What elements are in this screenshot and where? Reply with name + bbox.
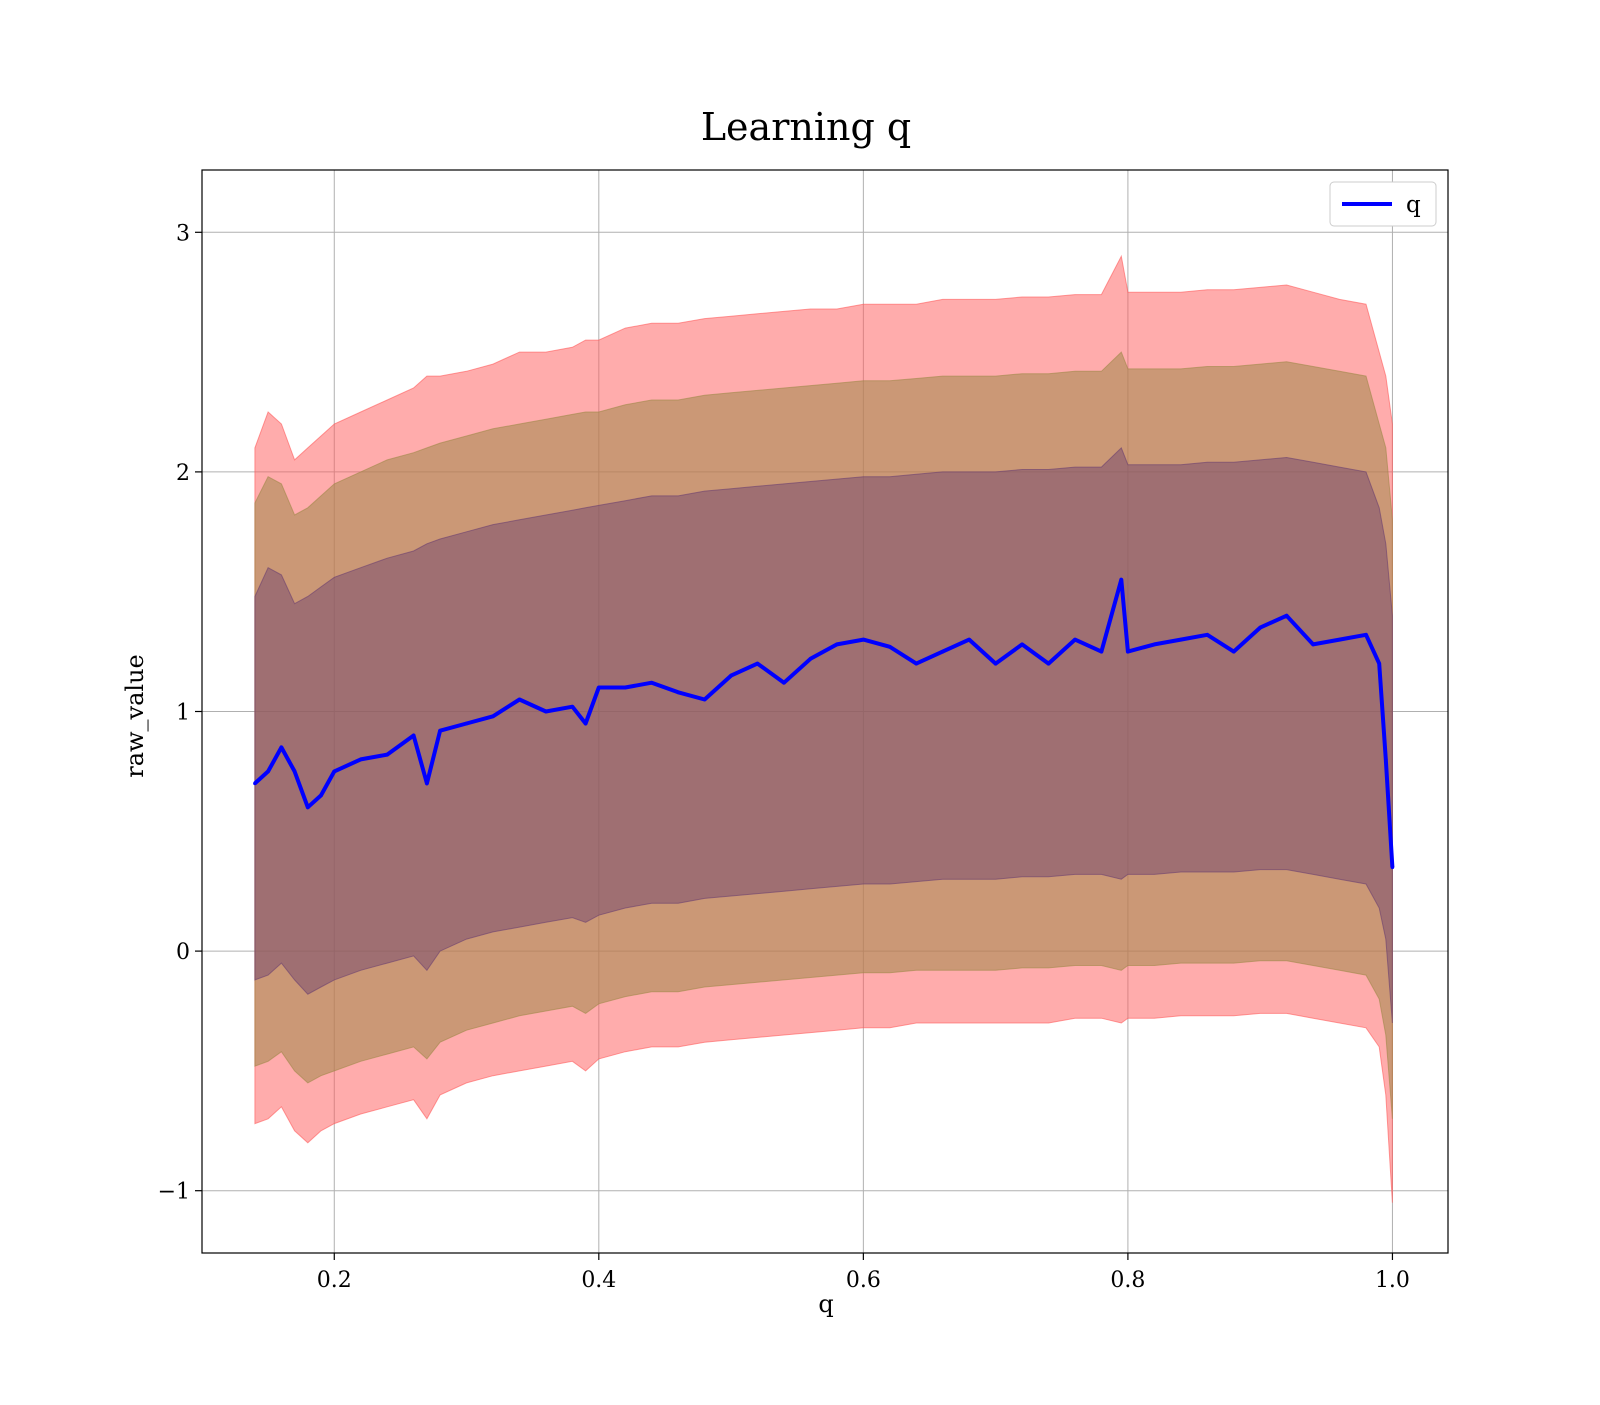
y-axis: −1 0 1 2 3 — [158, 221, 202, 1205]
series-point — [517, 697, 522, 702]
series-point — [623, 685, 628, 690]
chart-title: Learning q — [701, 105, 911, 149]
series-point — [358, 757, 363, 762]
y-axis-label: raw_value — [121, 654, 149, 778]
series-point — [1284, 613, 1289, 618]
series-point — [676, 690, 680, 695]
series-point — [940, 649, 945, 654]
plot-area — [201, 169, 1449, 1254]
series-point — [385, 752, 389, 757]
series-point — [279, 745, 284, 750]
series-point — [1377, 661, 1382, 666]
series-point — [888, 645, 892, 649]
series-point — [702, 697, 707, 702]
band-middle — [254, 351, 1393, 1119]
series-point — [993, 661, 998, 666]
x-tick-label: 0.4 — [581, 1268, 616, 1293]
series-point — [1258, 625, 1262, 630]
series-point — [583, 721, 588, 726]
y-tick-label: −1 — [158, 1180, 190, 1205]
series-point — [1119, 577, 1124, 582]
series-point — [597, 685, 601, 690]
series-point — [782, 680, 786, 685]
series-point — [1311, 642, 1315, 647]
series-point — [1099, 649, 1104, 654]
legend-label: q — [1406, 192, 1421, 218]
x-tick-label: 0.2 — [317, 1268, 352, 1293]
x-tick-label: 0.6 — [846, 1268, 881, 1293]
series-point — [967, 637, 971, 642]
series-point — [544, 709, 548, 714]
series-point — [1390, 865, 1395, 870]
series-point — [438, 728, 442, 733]
bands — [254, 254, 1393, 1203]
series-point — [319, 793, 323, 798]
series-point — [1205, 633, 1210, 637]
series-point — [1384, 757, 1388, 762]
x-tick-label: 1.0 — [1375, 1268, 1410, 1293]
series-point — [332, 769, 337, 774]
series-point — [1231, 649, 1236, 654]
series-point — [570, 704, 575, 709]
series-point — [253, 781, 257, 786]
series-point — [266, 769, 270, 774]
band-inner — [254, 447, 1393, 1024]
y-tick-label: 2 — [176, 461, 190, 486]
series-point — [1337, 637, 1342, 642]
legend: q — [1329, 181, 1437, 227]
series-point — [306, 805, 310, 810]
series-point — [914, 661, 919, 666]
series-point — [1046, 661, 1051, 666]
series-point — [729, 673, 733, 678]
series-point — [1364, 633, 1368, 637]
series — [253, 577, 1395, 870]
y-tick-label: 3 — [176, 221, 190, 246]
series-point — [1073, 637, 1077, 642]
series-point — [1179, 637, 1183, 642]
series-point — [1152, 642, 1157, 647]
x-tick-label: 0.8 — [1110, 1268, 1145, 1293]
series-point — [411, 733, 416, 738]
series-point — [464, 721, 469, 726]
series-point — [292, 769, 297, 774]
x-axis-label: q — [818, 1290, 833, 1318]
series-point — [861, 637, 866, 642]
series-point — [835, 642, 839, 647]
series-point — [808, 656, 813, 661]
series-point — [425, 781, 429, 786]
series-point — [755, 661, 760, 666]
y-tick-label: 0 — [176, 940, 190, 965]
y-tick-label: 1 — [176, 701, 190, 726]
series-point — [1020, 642, 1024, 647]
series-point — [491, 714, 495, 719]
x-axis: 0.2 0.4 0.6 0.8 1.0 — [317, 1253, 1410, 1293]
series-point — [649, 680, 654, 685]
series-point — [1126, 649, 1130, 654]
series-line-q — [253, 577, 1395, 868]
